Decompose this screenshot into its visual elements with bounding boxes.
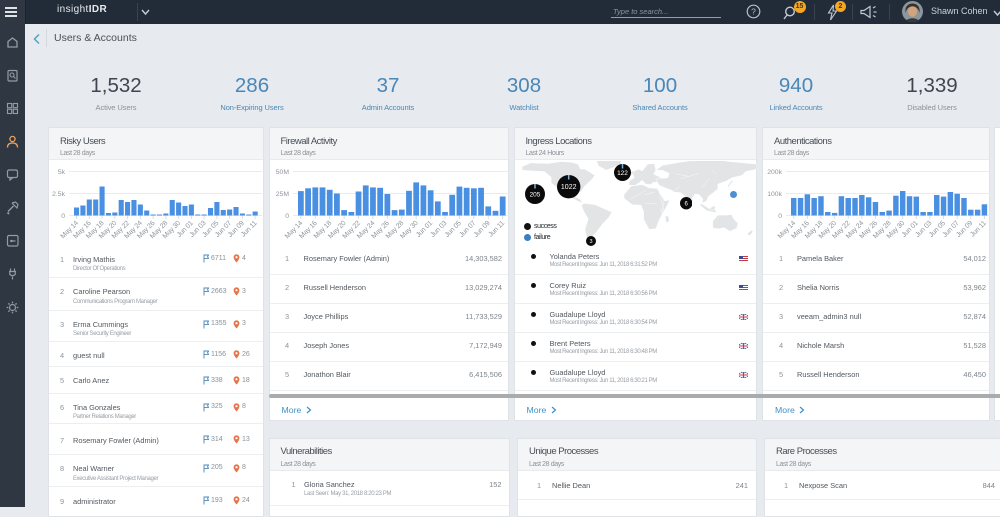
svg-text:100k: 100k (767, 191, 782, 198)
svg-text:205: 205 (530, 191, 541, 198)
svg-text:1022: 1022 (561, 185, 577, 192)
svg-text:0: 0 (61, 213, 65, 220)
svg-text:Jun 11: Jun 11 (487, 220, 506, 239)
svg-text:200k: 200k (767, 169, 782, 176)
svg-text:Jun 11: Jun 11 (969, 220, 988, 239)
svg-text:?: ? (751, 7, 756, 17)
svg-text:3: 3 (590, 238, 593, 244)
svg-text:2.5k: 2.5k (52, 191, 65, 198)
svg-text:122: 122 (617, 170, 628, 177)
svg-text:5k: 5k (58, 169, 66, 176)
svg-text:25M: 25M (275, 191, 289, 198)
svg-text:0: 0 (285, 213, 289, 220)
svg-text:50M: 50M (275, 169, 289, 176)
svg-text:0: 0 (778, 213, 782, 220)
